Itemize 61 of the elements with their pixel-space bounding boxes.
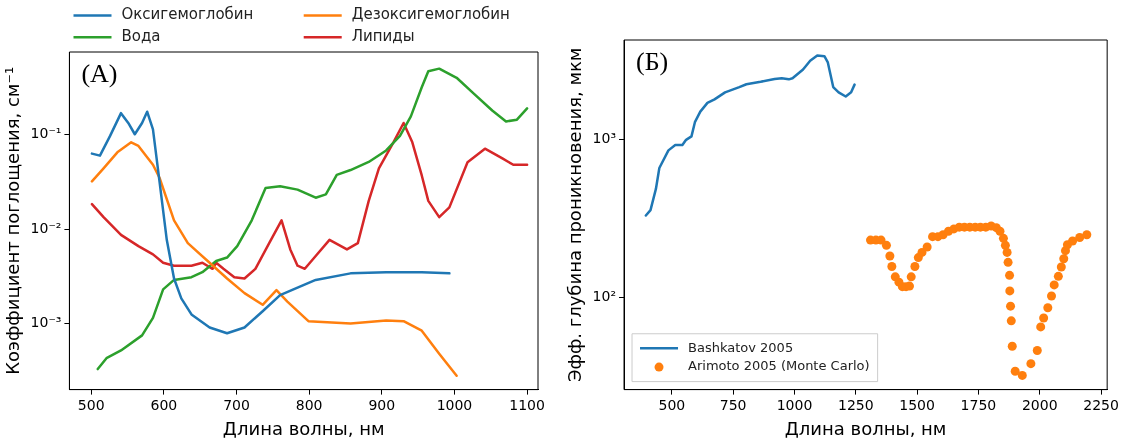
point <box>881 240 891 250</box>
x-tick-label: 1000 <box>776 396 813 413</box>
annotation: (Б) <box>636 46 669 76</box>
point <box>1082 230 1092 240</box>
point <box>1010 366 1020 376</box>
x-tick-label: 1000 <box>436 396 473 413</box>
annotation: (A) <box>81 58 118 88</box>
y-tick-label: 10⁻² <box>30 219 62 236</box>
x-tick-label: 1100 <box>509 396 545 413</box>
x-tick-label: 800 <box>295 396 323 413</box>
point <box>910 262 920 272</box>
point <box>1017 370 1027 380</box>
x-tick-label: 1750 <box>960 396 997 413</box>
legend-label: Bashkatov 2005 <box>688 339 794 355</box>
y-tick-label: 10⁻³ <box>30 314 62 331</box>
legend-label: Оксигемоглобин <box>121 5 254 24</box>
point <box>1036 322 1046 332</box>
x-axis-title: Длина волны, нм <box>222 417 385 439</box>
x-tick-label: 500 <box>658 396 686 413</box>
y-tick-label: 10² <box>592 288 617 305</box>
point <box>1053 271 1063 281</box>
x-tick-label: 2250 <box>1083 396 1119 413</box>
legend-label: Arimoto 2005 (Monte Carlo) <box>688 358 870 374</box>
point <box>1002 247 1012 257</box>
point <box>1039 313 1049 323</box>
y-tick-label: 10⁻¹ <box>30 125 62 142</box>
x-tick-label: 2000 <box>1021 396 1058 413</box>
x-tick-label: 900 <box>368 396 396 413</box>
point <box>1005 270 1015 280</box>
point <box>1032 346 1042 356</box>
x-tick-label: 700 <box>223 396 250 413</box>
point <box>1006 301 1016 311</box>
point <box>1059 254 1069 264</box>
legend-label: Липиды <box>351 27 415 46</box>
point <box>922 242 932 252</box>
x-tick-label: 1250 <box>837 396 874 413</box>
point <box>1043 303 1053 313</box>
legend-label: Вода <box>121 27 161 46</box>
y-axis-title: Коэффициент поглощения, см⁻¹ <box>2 66 24 375</box>
point <box>1049 280 1059 290</box>
x-tick-label: 750 <box>719 396 747 413</box>
point <box>1056 262 1066 272</box>
x-axis-title: Длина волны, нм <box>784 417 947 439</box>
point <box>1026 359 1036 369</box>
x-tick-label: 1500 <box>899 396 935 413</box>
point <box>1006 316 1016 326</box>
legend-label: Дезоксигемоглобин <box>351 5 510 24</box>
point <box>1005 286 1015 296</box>
point <box>905 281 914 291</box>
point <box>1003 257 1013 267</box>
x-tick-label: 600 <box>150 396 178 413</box>
point <box>1007 341 1017 351</box>
point <box>1075 232 1085 242</box>
y-tick-label: 10³ <box>592 130 617 147</box>
point <box>885 251 895 261</box>
point <box>1046 291 1056 301</box>
x-tick-label: 500 <box>77 396 105 413</box>
point <box>887 262 897 272</box>
point <box>906 272 916 282</box>
y-axis-title: Эфф. глубина проникновения, мкм <box>564 47 586 383</box>
point <box>1068 236 1078 246</box>
